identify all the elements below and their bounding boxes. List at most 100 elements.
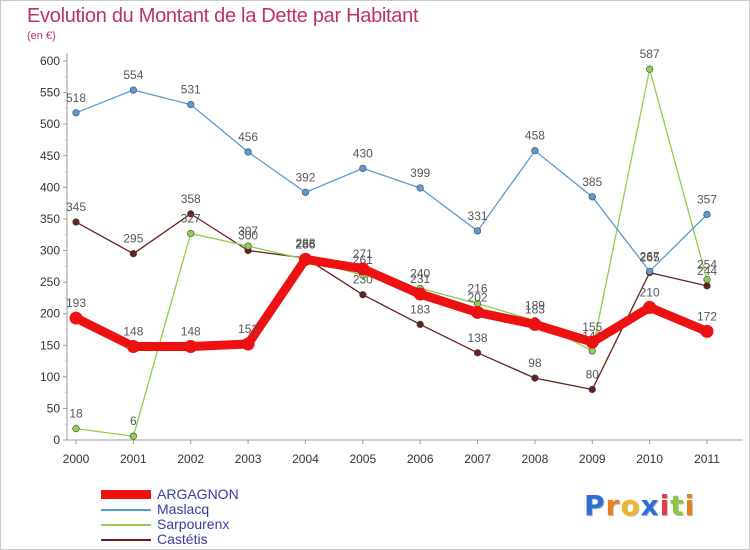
data-label: 231 (410, 272, 430, 286)
data-point (588, 347, 596, 355)
y-tick-label: 500 (40, 117, 60, 131)
data-point (471, 305, 485, 319)
data-label: 189 (525, 299, 545, 313)
data-point (298, 252, 312, 266)
data-point (129, 86, 137, 94)
legend-swatch (101, 524, 151, 526)
data-label: 183 (410, 302, 430, 316)
logo-letter: o (620, 489, 641, 522)
data-label: 385 (582, 175, 602, 189)
data-point (416, 320, 424, 329)
data-label: 456 (238, 130, 258, 144)
data-point (588, 193, 596, 201)
data-point (126, 340, 140, 354)
x-tick-label: 2001 (120, 452, 147, 466)
data-label: 267 (640, 249, 660, 263)
y-tick-label: 550 (40, 86, 60, 100)
data-label: 148 (181, 325, 201, 339)
data-label: 98 (528, 356, 542, 370)
data-label: 345 (66, 200, 86, 214)
data-point (187, 100, 195, 109)
x-tick-label: 2011 (694, 452, 720, 466)
data-label: 286 (295, 237, 315, 251)
data-label: 430 (353, 146, 373, 160)
data-label: 531 (181, 83, 201, 97)
data-label: 587 (640, 47, 660, 61)
data-label: 288 (295, 236, 315, 250)
logo-letter: P (584, 489, 606, 522)
data-point (473, 227, 482, 235)
data-label: 554 (123, 68, 143, 82)
data-label: 18 (69, 407, 83, 421)
x-tick-label: 2003 (235, 452, 262, 466)
data-point (585, 335, 599, 349)
data-label: 138 (468, 331, 488, 345)
y-tick-label: 100 (40, 370, 60, 384)
data-label: 286 (295, 237, 315, 251)
series-line (75, 89, 708, 272)
y-tick-label: 350 (40, 212, 60, 226)
logo-letter: t (670, 489, 685, 522)
y-tick-label: 150 (40, 338, 60, 352)
data-point (244, 148, 252, 156)
data-label: 6 (130, 414, 137, 428)
data-label: 155 (582, 320, 602, 334)
data-label: 399 (410, 166, 430, 180)
data-point (588, 385, 596, 394)
y-tick-label: 300 (40, 244, 60, 258)
data-point (528, 317, 542, 331)
data-point (646, 65, 654, 73)
legend-swatch (101, 509, 151, 511)
x-tick-label: 2002 (177, 452, 204, 466)
x-tick-label: 2004 (292, 452, 319, 466)
data-point (69, 311, 83, 325)
legend-swatch (101, 539, 151, 541)
data-label: 254 (697, 258, 717, 272)
legend-label: ARGAGNON (157, 486, 239, 502)
data-label: 265 (640, 251, 660, 265)
data-label: 331 (468, 209, 488, 223)
data-point (531, 147, 539, 155)
data-label: 210 (640, 285, 660, 299)
y-tick-label: 50 (47, 401, 61, 415)
data-label: 392 (295, 170, 315, 184)
y-tick-label: 200 (40, 307, 60, 321)
x-tick-label: 2008 (522, 452, 549, 466)
data-point (473, 349, 482, 357)
data-point (413, 287, 427, 301)
series-line (75, 213, 708, 391)
chart-title: Evolution du Montant de la Dette par Hab… (27, 5, 419, 27)
logo-letter: i (684, 489, 696, 522)
logo-letter: x (640, 489, 660, 522)
legend-swatch (101, 490, 151, 499)
data-point (184, 340, 198, 354)
data-point (244, 242, 252, 250)
y-tick-label: 250 (40, 275, 60, 289)
data-label: 458 (525, 129, 545, 143)
y-tick-label: 600 (40, 54, 60, 68)
data-point (301, 188, 310, 196)
x-tick-label: 2010 (636, 452, 663, 466)
data-label: 80 (586, 367, 600, 381)
data-label: 300 (238, 229, 258, 243)
data-label: 240 (410, 266, 430, 280)
data-point (643, 300, 657, 314)
data-point (72, 218, 80, 226)
data-point (703, 282, 711, 290)
data-label: 172 (697, 309, 717, 323)
data-point (646, 267, 654, 275)
data-point (187, 210, 195, 218)
series-line (71, 254, 712, 352)
data-label: 295 (123, 232, 143, 246)
data-point (241, 337, 255, 351)
data-label: 193 (66, 296, 86, 310)
data-label: 148 (123, 325, 143, 339)
x-tick-label: 2007 (464, 452, 491, 466)
data-point (72, 425, 80, 433)
legend-label: Castétis (157, 531, 208, 547)
data-point (129, 432, 137, 440)
data-point (700, 324, 714, 338)
data-label: 358 (181, 192, 201, 206)
